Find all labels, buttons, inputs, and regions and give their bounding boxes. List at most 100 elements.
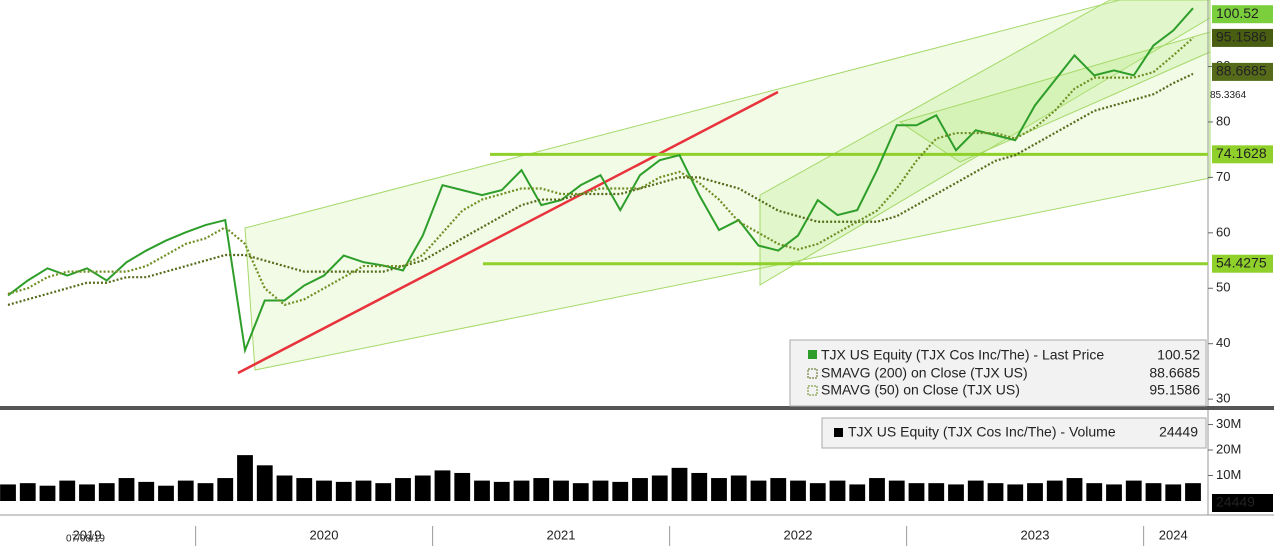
volume-bar [1086,483,1103,501]
date-label: 07/08/19 [66,534,105,545]
y-tick-label: 30 [1216,391,1230,406]
price-tag [1212,28,1273,47]
volume-bar [256,465,273,501]
volume-bar [177,480,194,501]
volume-bar [809,483,826,501]
volume-bar [572,483,589,501]
volume-bar [1145,483,1162,501]
x-tick-label: 2022 [784,527,813,542]
panel-divider [0,406,1274,410]
trend-channel [898,31,1211,163]
volume-bar [1046,480,1063,501]
price-tag-label: 74.1628 [1216,145,1267,161]
legend-swatch [807,368,818,379]
volume-bar [1066,478,1083,501]
volume-bar [888,480,905,501]
volume-bar [770,478,787,501]
plot-area: 3040506070809010M20M30M20192020202120222… [0,5,1273,546]
trend-channel [759,0,1211,286]
volume-bar [1165,484,1182,501]
volume-bar [1106,484,1122,501]
volume-bar [59,480,76,501]
y-tick-label: 40 [1216,335,1230,350]
volume-bar [750,480,767,501]
price-tag-label: 54.4275 [1216,254,1267,270]
legend-swatch [808,350,817,359]
price-tag [1212,254,1273,273]
legend-label: TJX US Equity (TJX Cos Inc/The) - Volume [848,424,1116,440]
price-legend: TJX US Equity (TJX Cos Inc/The) - Last P… [789,339,1207,407]
volume-bar [296,478,313,501]
volume-bar [276,475,293,501]
price-tag [1212,62,1273,81]
volume-bar [118,478,135,501]
volume-bar [592,480,609,501]
volume-bar [987,483,1004,501]
volume-bar [513,480,530,501]
price-tag-label: 100.52 [1216,5,1259,21]
legend-value: 24449 [1159,424,1198,440]
volume-bar [730,475,747,501]
volume-bar [967,480,984,501]
volume-bar [158,485,174,501]
price-tag [1212,494,1273,512]
volume-bar [414,475,431,501]
volume-bar [553,480,569,501]
sma-line [7,72,1194,306]
volume-bar [0,484,16,501]
legend-label: SMAVG (50) on Close (TJX US) [821,382,1020,398]
price-tag-label: 88.6685 [1216,63,1267,79]
volume-bar [138,481,155,501]
level-label: 85.3364 [1210,90,1247,101]
price-tag [1212,145,1273,164]
legend-box [821,417,1207,449]
volume-bar [829,480,846,501]
y-tick-label: 20M [1216,441,1241,456]
volume-bar [79,484,95,501]
volume-bar [316,480,332,501]
volume-bar [691,472,708,501]
sma-line [7,37,1194,307]
y-tick-label: 10M [1216,467,1241,482]
y-tick-label: 50 [1216,280,1230,295]
volume-bar [790,480,806,501]
volume-bar [217,478,234,501]
x-tick-label: 2021 [547,527,576,542]
volume-legend: TJX US Equity (TJX Cos Inc/The) - Volume… [821,417,1207,449]
volume-bar [612,481,629,501]
volume-bar [671,467,688,501]
volume-bar [1027,483,1043,501]
volume-bar [474,480,490,501]
volume-bar [849,484,866,501]
x-tick-label: 2019 [73,527,102,542]
volume-bar [1185,483,1201,501]
volume-bar [493,481,510,501]
legend-value: 95.1586 [1149,382,1200,398]
volume-bar [711,478,727,501]
x-tick-label: 2023 [1021,527,1050,542]
legend-swatch [807,385,818,396]
y-tick-label: 70 [1216,169,1230,184]
volume-bar [1125,480,1142,501]
y-tick-label: 60 [1216,224,1230,239]
volume-bar [355,480,372,501]
volume-bar [395,478,411,501]
volume-bar [39,485,56,501]
legend-swatch [834,428,843,437]
volume-bar [632,478,648,501]
price-line [7,7,1194,355]
trend-line [237,90,779,375]
x-tick-label: 2020 [310,527,339,542]
volume-bar [454,472,471,501]
volume-bar [375,483,392,501]
y-tick-label: 30M [1216,416,1241,431]
volume-bar [98,483,115,501]
volume-bar [237,455,253,501]
volume-bar [908,483,925,501]
volume-bar [434,470,451,501]
x-tick-label: 2024 [1159,527,1188,542]
legend-value: 88.6685 [1149,365,1200,381]
y-tick-label: 80 [1216,113,1230,128]
price-tag [1212,5,1273,24]
